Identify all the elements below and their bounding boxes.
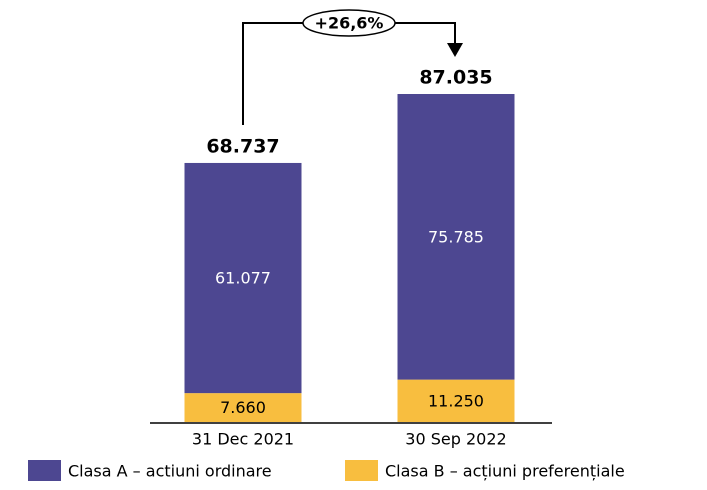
bar-segment <box>397 379 515 422</box>
value-label: 75.785 <box>428 227 484 246</box>
value-label: 61.077 <box>215 269 271 288</box>
legend-swatch <box>28 460 61 481</box>
value-label: 7.660 <box>220 398 266 417</box>
annotation: +26,6% <box>315 14 384 33</box>
bar-segment <box>397 94 515 380</box>
x-tick-label: 30 Sep 2022 <box>405 430 506 449</box>
bar-segment <box>184 162 302 394</box>
annotation-bubble <box>302 9 396 37</box>
x-tick-label: 31 Dec 2021 <box>192 430 294 449</box>
total-label: 68.737 <box>206 135 279 157</box>
total-label: 87.035 <box>419 67 492 89</box>
bar-segment <box>184 393 302 422</box>
value-label: 11.250 <box>428 391 484 410</box>
legend-label: Clasa A – actiuni ordinare <box>68 462 272 481</box>
legend-label: Clasa B – acțiuni preferențiale <box>385 462 625 481</box>
legend-swatch <box>345 460 378 481</box>
arrow-head <box>447 43 463 57</box>
